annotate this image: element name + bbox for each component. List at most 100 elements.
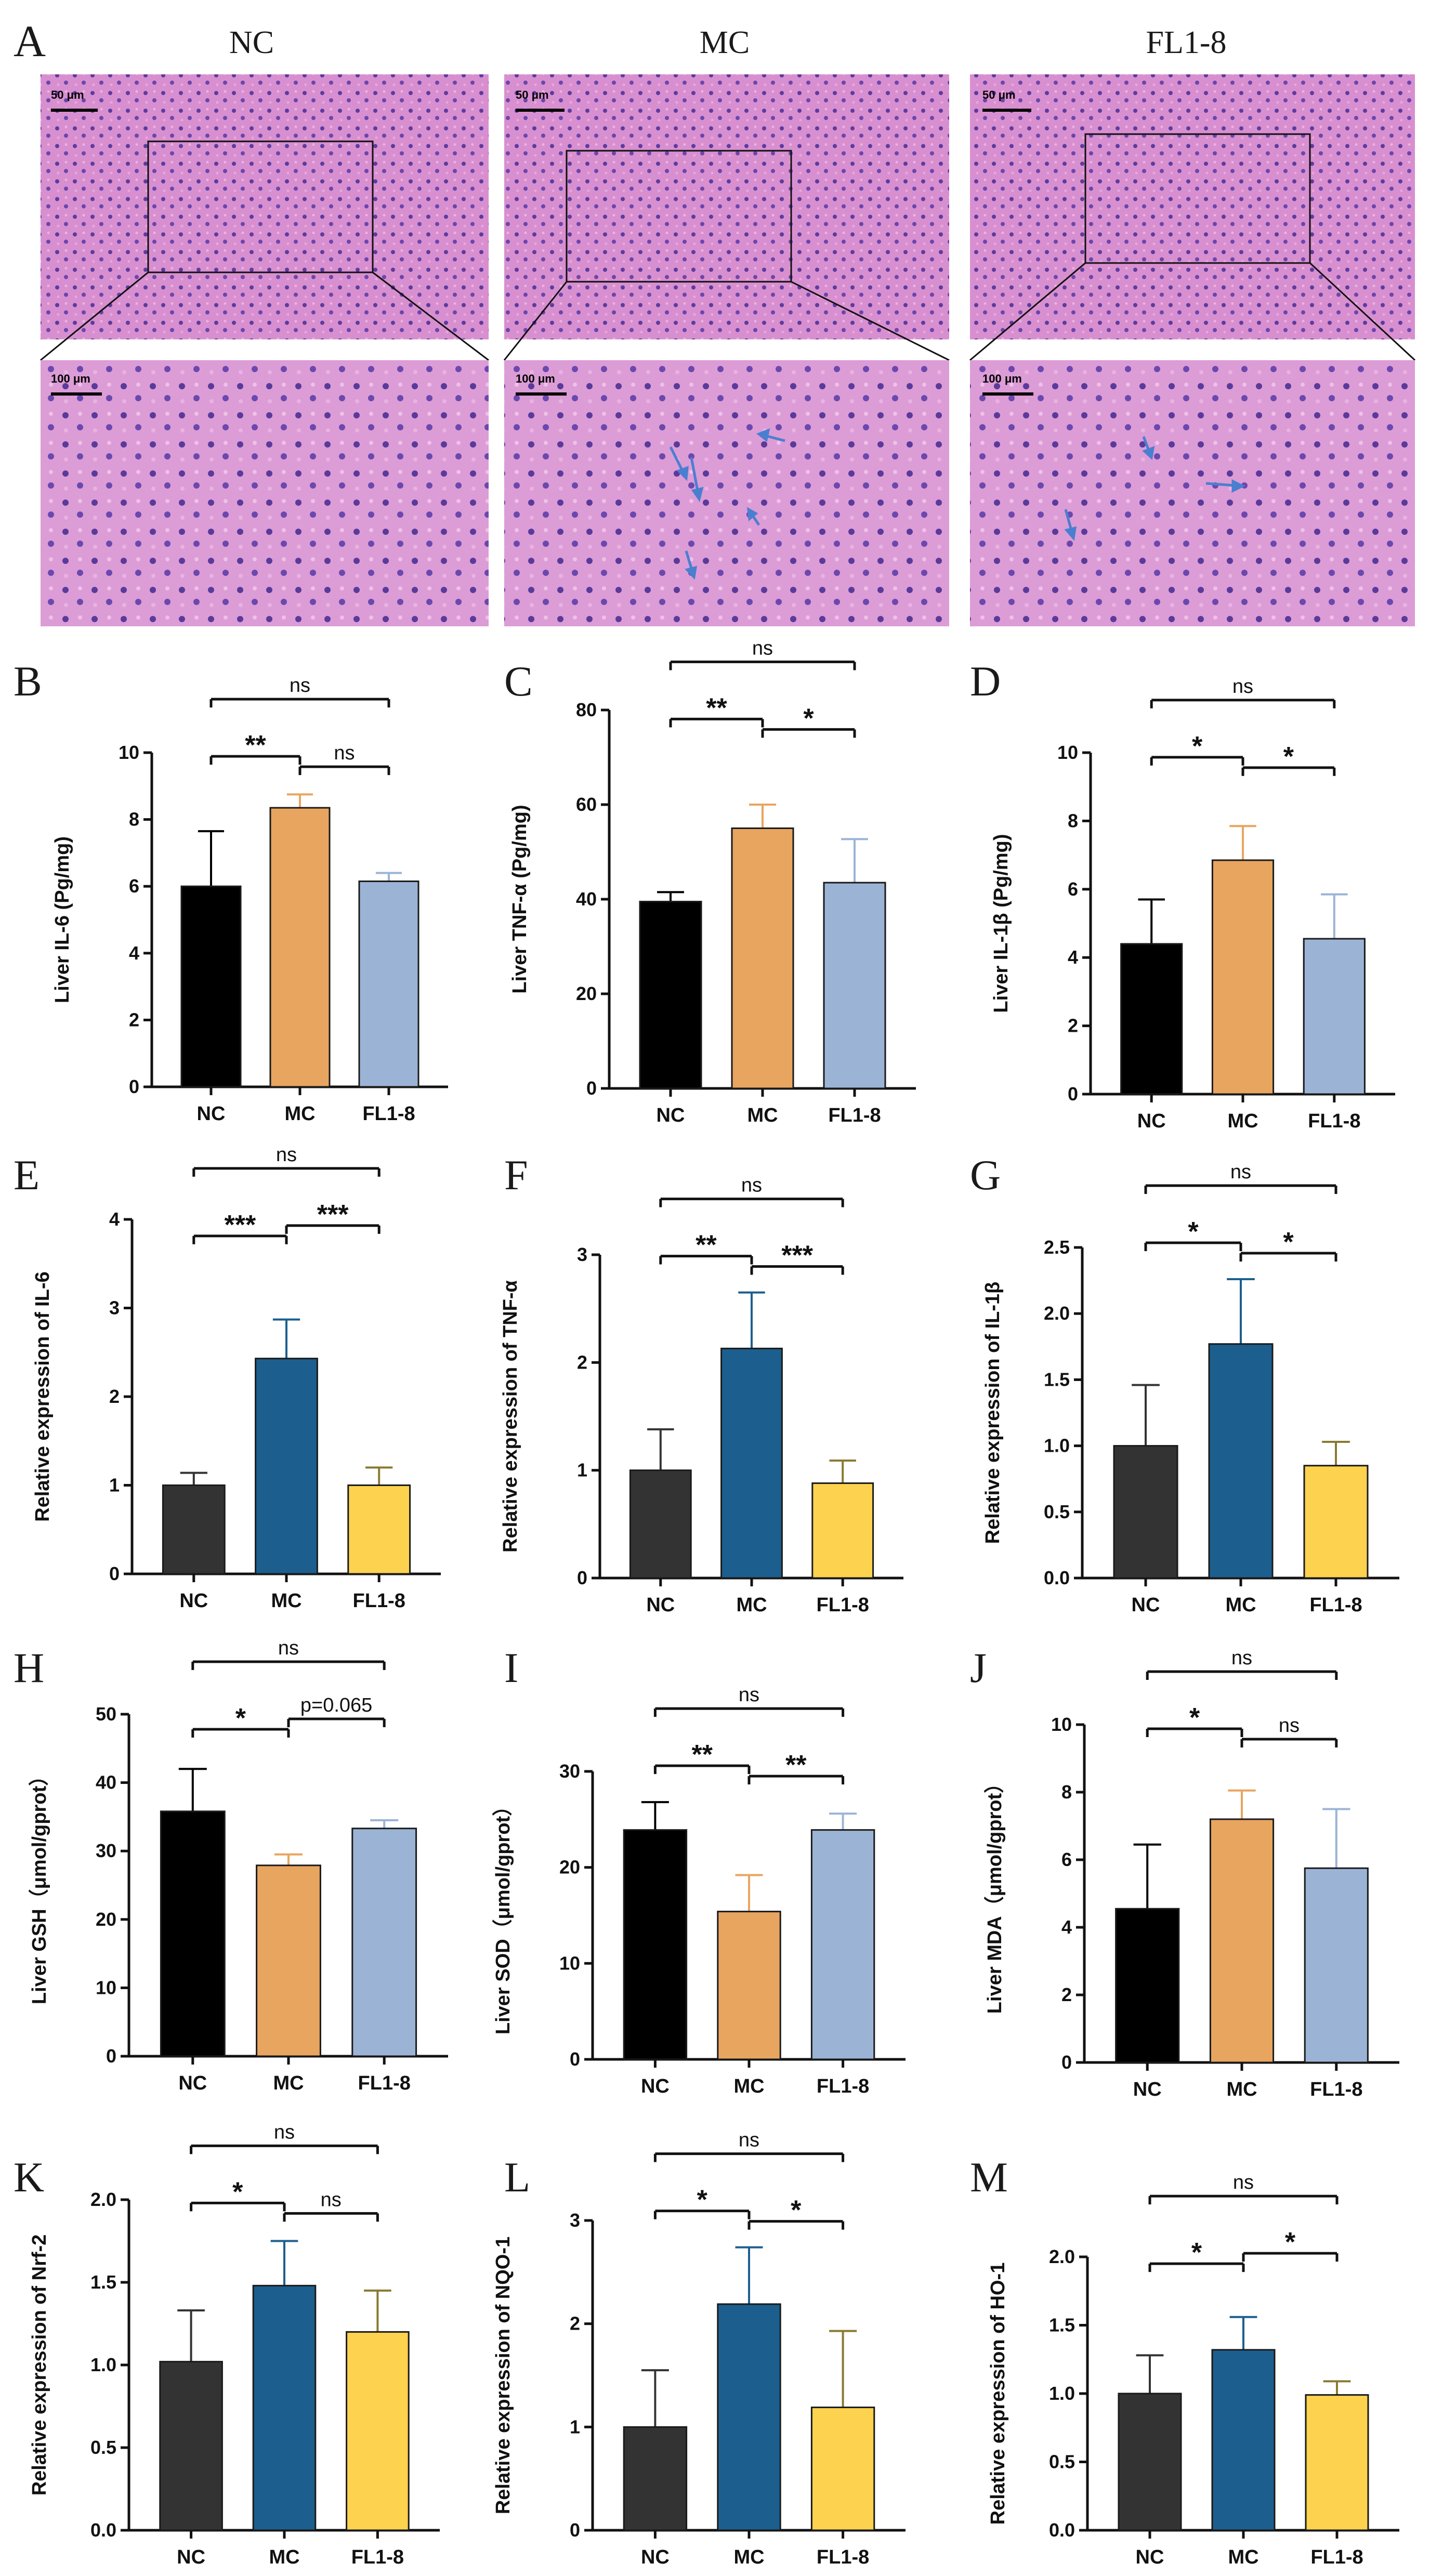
panel-label: J bbox=[970, 1644, 987, 1691]
y-tick-label: 6 bbox=[1061, 1849, 1072, 1870]
bar-fl1-8 bbox=[1305, 2394, 1369, 2531]
significance-label: ns bbox=[739, 2130, 759, 2151]
chart-g: G 0.0 0.5 1.0 1.5 2.0 2.5 Relative expression o… bbox=[970, 1151, 1399, 1616]
panel-label: M bbox=[970, 2153, 1008, 2201]
y-tick-label: 1 bbox=[570, 2416, 580, 2437]
panel-label: B bbox=[14, 658, 42, 705]
y-tick-label: 0 bbox=[1061, 2052, 1072, 2073]
y-tick-label: 0 bbox=[129, 1076, 139, 1097]
significance-label: ns bbox=[1230, 1161, 1251, 1183]
bar-mc bbox=[1211, 2349, 1276, 2531]
panel-label: E bbox=[14, 1151, 40, 1199]
significance-label: *** bbox=[225, 1210, 256, 1240]
y-tick-label: 2 bbox=[1061, 1984, 1072, 2005]
scale-bar-label: 50 μm bbox=[516, 88, 549, 101]
bar-nc bbox=[623, 1829, 688, 2060]
significance-label: ns bbox=[290, 675, 310, 696]
chart-i: I 0 10 20 30 Liver SOD（μmol/gprot） NC MC FL1-8 **… bbox=[492, 1644, 906, 2097]
y-tick-label: 2 bbox=[129, 1009, 139, 1030]
significance-label: * bbox=[232, 2177, 243, 2207]
significance-label: ** bbox=[785, 1750, 807, 1780]
significance-label: ** bbox=[706, 693, 727, 723]
x-tick-label: NC bbox=[657, 1105, 685, 1126]
bar-nc bbox=[1118, 2393, 1182, 2531]
y-tick-label: 0 bbox=[1068, 1083, 1078, 1105]
y-tick-label: 50 bbox=[96, 1703, 116, 1725]
x-tick-label: FL1-8 bbox=[817, 2075, 869, 2097]
panel-label: F bbox=[504, 1151, 528, 1199]
y-axis-label: Liver IL-6 (Pg/mg) bbox=[51, 836, 73, 1003]
chart-f: F 0 1 2 3 Relative expression of TNF-α NC MC FL1… bbox=[500, 1151, 903, 1616]
bar-nc bbox=[623, 2426, 688, 2531]
bar-nc bbox=[639, 901, 702, 1089]
y-tick-label: 0 bbox=[570, 2048, 580, 2070]
y-axis-label: Liver GSH（μmol/gprot） bbox=[29, 1766, 50, 2004]
y-tick-label: 1.5 bbox=[1044, 1369, 1070, 1390]
scale-bar-label: 100 μm bbox=[982, 372, 1022, 385]
x-tick-label: MC bbox=[269, 2546, 299, 2568]
bar-nc bbox=[1113, 1445, 1178, 1579]
significance-label: ns bbox=[739, 1684, 759, 1706]
histology-nc-zoom: 100 μm bbox=[41, 360, 489, 626]
y-tick-label: 2.0 bbox=[1049, 2246, 1075, 2267]
bar-mc bbox=[1209, 1818, 1275, 2064]
y-tick-label: 3 bbox=[570, 2210, 580, 2231]
significance-label: *** bbox=[781, 1241, 813, 1271]
y-axis-label: Relative expression of NQO-1 bbox=[492, 2237, 514, 2514]
scale-bar-label: 50 μm bbox=[51, 88, 84, 101]
y-tick-label: 1 bbox=[577, 1460, 587, 1481]
x-tick-label: NC bbox=[177, 2546, 205, 2568]
significance-label: * bbox=[1283, 742, 1294, 772]
x-tick-label: FL1-8 bbox=[1308, 1110, 1360, 1132]
x-tick-label: FL1-8 bbox=[358, 2072, 411, 2094]
histology-mc-overview: 50 μm bbox=[504, 74, 949, 339]
panel-label: H bbox=[14, 1644, 44, 1691]
x-tick-label: MC bbox=[1228, 2546, 1258, 2568]
y-axis-label: Relative expression of HO-1 bbox=[987, 2263, 1009, 2525]
lesion-arrows bbox=[1064, 436, 1245, 541]
chart-d: D 0 2 4 6 8 10 Liver IL-1β (Pg/mg) NC MC FL1-8 * * ns bbox=[970, 658, 1395, 1132]
histology-fl1-8-overview: 50 μm bbox=[970, 74, 1415, 339]
histology-nc-overview: 50 μm bbox=[41, 74, 489, 339]
chart-e: E 0 1 2 3 4 Relative expression of IL-6 NC MC FL1… bbox=[14, 1144, 441, 1612]
y-tick-label: 0 bbox=[577, 1567, 587, 1588]
y-tick-label: 8 bbox=[1068, 810, 1078, 831]
y-tick-label: 60 bbox=[576, 794, 597, 815]
significance-label: * bbox=[803, 703, 814, 733]
x-tick-label: NC bbox=[179, 1590, 208, 1612]
y-tick-label: 3 bbox=[577, 1244, 587, 1265]
y-tick-label: 0.0 bbox=[90, 2519, 116, 2541]
bar-fl1-8 bbox=[346, 2331, 410, 2531]
y-tick-label: 6 bbox=[129, 875, 139, 897]
y-axis-label: Liver TNF-α (Pg/mg) bbox=[509, 805, 531, 993]
y-tick-label: 4 bbox=[109, 1208, 120, 1230]
bar-fl1-8 bbox=[347, 1484, 411, 1575]
x-tick-label: NC bbox=[641, 2546, 670, 2568]
y-tick-label: 30 bbox=[559, 1760, 580, 1782]
significance-label: ns bbox=[274, 2121, 295, 2143]
x-tick-label: FL1-8 bbox=[353, 1590, 405, 1612]
y-tick-label: 1.0 bbox=[90, 2354, 116, 2375]
significance-label: ** bbox=[245, 730, 266, 760]
significance-label: * bbox=[1189, 1703, 1200, 1733]
y-tick-label: 2 bbox=[577, 1351, 587, 1373]
scale-bar-label: 50 μm bbox=[982, 88, 1016, 101]
y-tick-label: 0.0 bbox=[1049, 2519, 1075, 2541]
bar-fl1-8 bbox=[1303, 938, 1366, 1095]
y-axis-label: Relative expression of Nrf-2 bbox=[29, 2235, 50, 2496]
x-tick-label: NC bbox=[1133, 2079, 1162, 2100]
x-tick-label: FL1-8 bbox=[1310, 2079, 1362, 2100]
column-title-mc: MC bbox=[700, 25, 750, 60]
y-axis-label: Relative expression of IL-1β bbox=[982, 1282, 1004, 1544]
significance-label: * bbox=[1285, 2227, 1296, 2257]
lesion-arrows bbox=[669, 428, 785, 580]
significance-label: * bbox=[235, 1703, 246, 1733]
x-tick-label: NC bbox=[1136, 2546, 1164, 2568]
chart-h: H 0 10 20 30 40 50 Liver GSH（μmol/gprot） NC MC FL1… bbox=[14, 1637, 448, 2094]
bar-fl1-8 bbox=[358, 880, 419, 1088]
y-tick-label: 2.0 bbox=[1044, 1303, 1070, 1324]
bar-mc bbox=[731, 827, 794, 1089]
x-tick-label: MC bbox=[733, 2546, 764, 2568]
y-tick-label: 20 bbox=[576, 983, 597, 1004]
